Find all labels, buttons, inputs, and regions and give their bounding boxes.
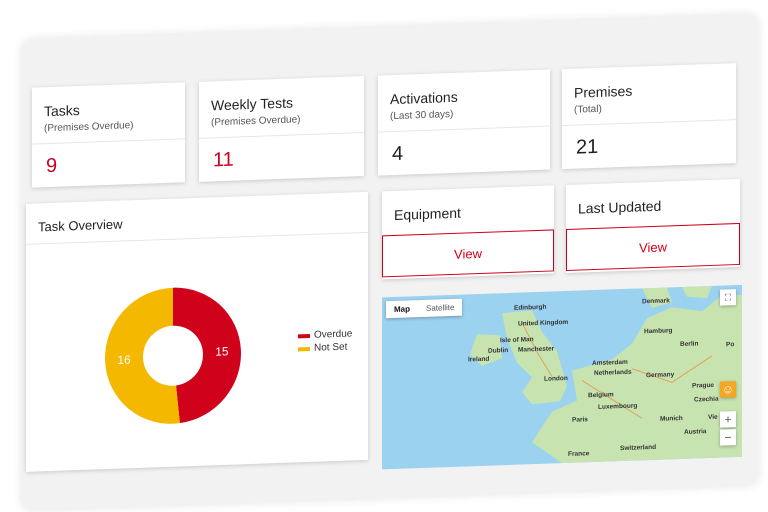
map-label-luxembourg: Luxembourg bbox=[598, 402, 638, 411]
zoom-out-button[interactable]: − bbox=[720, 429, 736, 446]
equipment-card: Equipment View bbox=[382, 185, 554, 280]
tasks-divider bbox=[32, 138, 185, 145]
tasks-card[interactable]: Tasks (Premises Overdue) 9 bbox=[32, 82, 185, 188]
map-label-amsterdam: Amsterdam bbox=[592, 358, 628, 368]
legend-item-not-set[interactable]: Not Set bbox=[298, 341, 352, 354]
map-label-germany: Germany bbox=[646, 371, 675, 380]
map-label-denmark: Denmark bbox=[642, 297, 670, 306]
activations-subtitle: (Last 30 days) bbox=[390, 108, 454, 123]
weekly-tests-title: Weekly Tests bbox=[211, 94, 293, 114]
legend-label-not-set: Not Set bbox=[314, 341, 348, 354]
premises-title: Premises bbox=[574, 82, 633, 101]
last-updated-title: Last Updated bbox=[578, 197, 662, 217]
fullscreen-icon[interactable]: ⛶ bbox=[720, 289, 736, 306]
task-overview-legend: Overdue Not Set bbox=[298, 328, 352, 356]
last-updated-card: Last Updated View bbox=[566, 178, 740, 274]
donut-slice-not-set[interactable] bbox=[104, 287, 180, 426]
weekly-tests-value: 11 bbox=[213, 148, 234, 172]
weekly-tests-divider bbox=[199, 132, 364, 139]
map-label-dublin: Dublin bbox=[488, 347, 509, 355]
map-label-belgium: Belgium bbox=[588, 391, 614, 400]
task-overview-divider bbox=[26, 231, 368, 245]
legend-swatch-not-set bbox=[298, 346, 310, 351]
premises-value: 21 bbox=[576, 135, 599, 159]
task-overview-card: Task Overview 15 16 Overdue Not Set bbox=[26, 191, 368, 472]
activations-title: Activations bbox=[390, 88, 458, 108]
map-widget[interactable]: Map Satellite ⛶ ☺ + − Edinburgh United K… bbox=[382, 284, 742, 470]
donut-value-label-not-set: 16 bbox=[117, 353, 131, 367]
premises-subtitle: (Total) bbox=[574, 103, 602, 116]
map-label-ireland: Ireland bbox=[468, 355, 490, 364]
map-label-berlin: Berlin bbox=[680, 340, 699, 349]
map-label-hamburg: Hamburg bbox=[644, 327, 673, 336]
map-label-paris: Paris bbox=[572, 416, 588, 424]
map-label-edinburgh: Edinburgh bbox=[514, 303, 547, 312]
activations-card[interactable]: Activations (Last 30 days) 4 bbox=[378, 69, 550, 176]
donut-value-label-overdue: 15 bbox=[215, 344, 229, 358]
map-label-manchester: Manchester bbox=[518, 345, 555, 354]
legend-item-overdue[interactable]: Overdue bbox=[298, 328, 352, 341]
map-label-vie: Vie bbox=[708, 413, 718, 422]
weekly-tests-subtitle: (Premises Overdue) bbox=[211, 114, 301, 129]
premises-divider bbox=[562, 119, 736, 127]
equipment-view-button[interactable]: View bbox=[382, 229, 554, 278]
pegman-icon[interactable]: ☺ bbox=[720, 381, 736, 398]
map-label-switzerland: Switzerland bbox=[620, 443, 657, 453]
activations-divider bbox=[378, 125, 550, 133]
map-background bbox=[470, 285, 742, 464]
legend-label-overdue: Overdue bbox=[314, 328, 353, 341]
map-label-munich: Munich bbox=[660, 414, 683, 423]
equipment-title: Equipment bbox=[394, 204, 461, 224]
donut-slice-overdue[interactable] bbox=[173, 285, 241, 424]
map-label-isle-of-man: Isle of Man bbox=[500, 336, 534, 345]
map-label-czechia: Czechia bbox=[694, 395, 719, 404]
tasks-subtitle: (Premises Overdue) bbox=[44, 120, 134, 135]
map-label-po: Po bbox=[726, 341, 735, 349]
zoom-in-button[interactable]: + bbox=[720, 411, 736, 428]
map-type-toggle: Map Satellite bbox=[386, 298, 463, 319]
dashboard-panel: Tasks (Premises Overdue) 9 Weekly Tests … bbox=[22, 14, 758, 511]
task-overview-title: Task Overview bbox=[38, 216, 123, 235]
weekly-tests-card[interactable]: Weekly Tests (Premises Overdue) 11 bbox=[199, 76, 364, 182]
map-label-prague: Prague bbox=[692, 381, 715, 390]
legend-swatch-overdue bbox=[298, 333, 310, 338]
map-label-austria: Austria bbox=[684, 428, 707, 436]
tasks-title: Tasks bbox=[44, 101, 80, 120]
last-updated-view-button[interactable]: View bbox=[566, 222, 740, 272]
map-tab[interactable]: Map bbox=[394, 304, 410, 315]
map-label-london: London bbox=[544, 374, 568, 383]
map-label-france: France bbox=[568, 450, 590, 458]
tasks-value: 9 bbox=[46, 154, 58, 178]
premises-card[interactable]: Premises (Total) 21 bbox=[562, 63, 736, 170]
satellite-tab[interactable]: Satellite bbox=[426, 302, 455, 313]
activations-value: 4 bbox=[392, 142, 404, 166]
map-label-netherlands: Netherlands bbox=[594, 368, 632, 378]
